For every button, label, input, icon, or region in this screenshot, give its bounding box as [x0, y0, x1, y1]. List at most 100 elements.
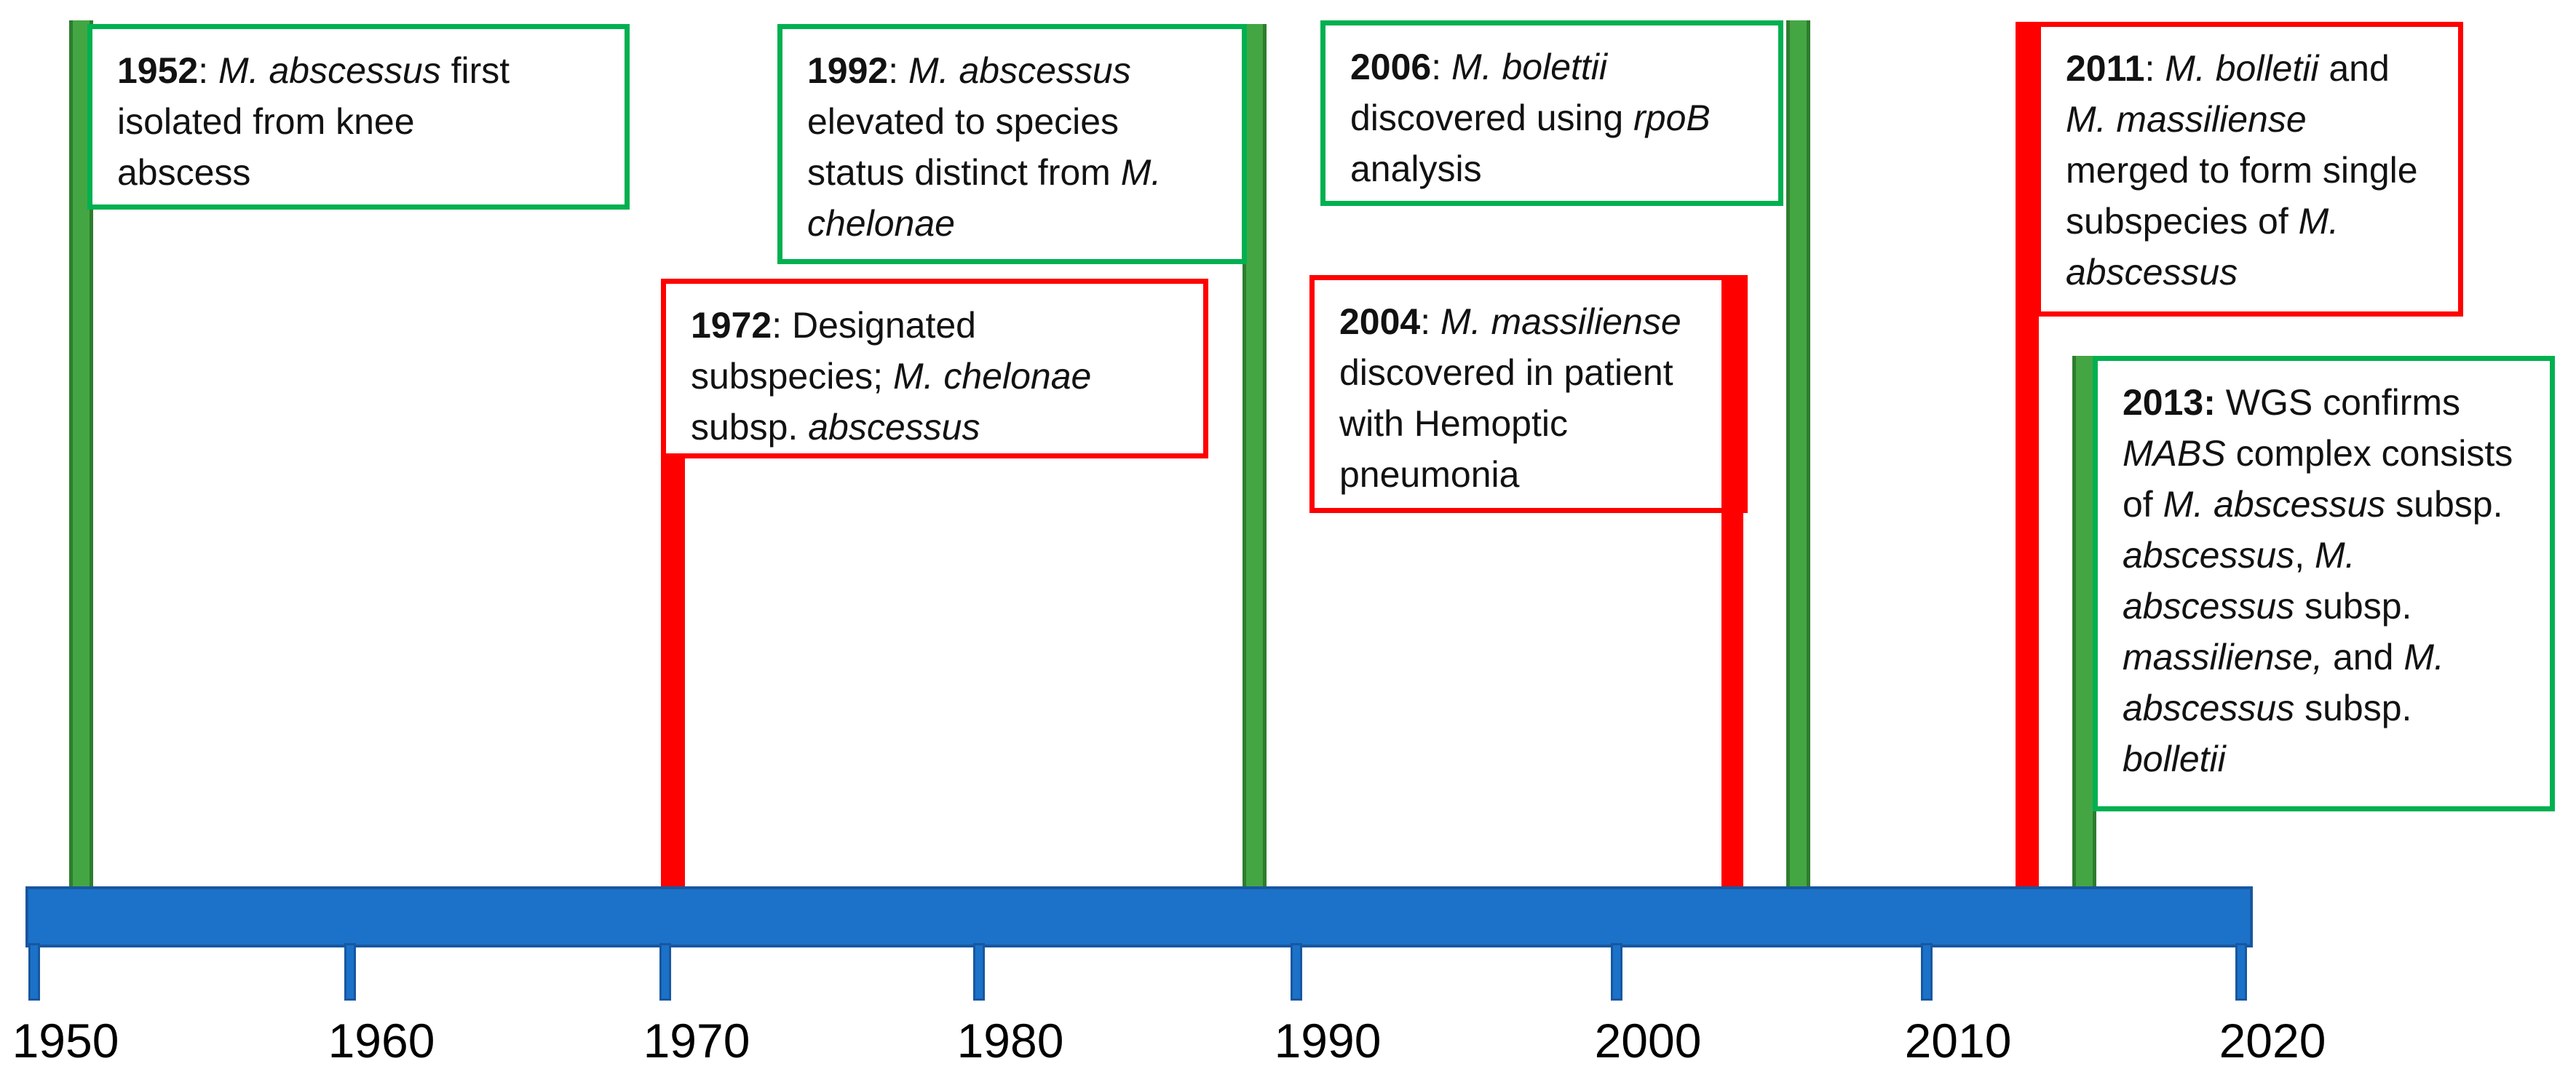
event-text-segment: pneumonia: [1339, 454, 1520, 495]
event-text-line: discovered in patient: [1339, 347, 1718, 398]
event-text-segment: chelonae: [807, 203, 955, 244]
event-text-segment: M. abscessus: [2163, 484, 2386, 525]
tick-2010: [1921, 943, 1933, 1001]
event-text-segment: isolated from knee: [117, 101, 415, 142]
event-text-line: abscessus subsp.: [2123, 581, 2525, 632]
event-text-segment: elevated to species: [807, 101, 1119, 142]
event-bar-2004: [1721, 275, 1743, 886]
event-text-line: 2013: WGS confirms: [2123, 377, 2525, 428]
event-text-line: 2004: M. massiliense: [1339, 296, 1718, 347]
event-text-segment: subspecies;: [691, 356, 893, 397]
event-text-segment: M.: [1120, 152, 1162, 193]
tick-2000: [1611, 943, 1622, 1001]
event-text-segment: abscessus: [2066, 252, 2238, 293]
event-text-segment: M.: [2403, 637, 2444, 677]
event-text-segment: :: [1431, 47, 1452, 87]
event-text-segment: 2013:: [2123, 382, 2216, 423]
event-text-segment: 2004: [1339, 301, 1421, 342]
event-text-segment: M.: [2298, 201, 2339, 242]
event-text-line: with Hemoptic: [1339, 398, 1718, 449]
event-text-segment: abscessus: [2123, 535, 2295, 576]
event-text-line: merged to form single: [2066, 145, 2433, 196]
tick-label-1960: 1960: [328, 1014, 435, 1068]
event-text-segment: M.: [2315, 535, 2355, 576]
event-text-segment: status distinct from: [807, 152, 1121, 193]
event-text-segment: discovered in patient: [1339, 352, 1673, 393]
tick-label-2020: 2020: [2219, 1014, 2326, 1068]
event-text-segment: M. bolettii: [1451, 47, 1607, 87]
event-text-line: 1992: M. abscessus: [807, 45, 1217, 96]
tick-1980: [973, 943, 985, 1001]
event-text-line: subspecies; M. chelonae: [691, 351, 1178, 402]
event-text-line: massiliense, and M.: [2123, 632, 2525, 683]
event-bar-2011: [2016, 22, 2039, 886]
event-text-segment: subsp.: [2294, 586, 2412, 627]
event-text-segment: bolletii: [2123, 739, 2226, 779]
event-box-2011: 2011: M. bolletii and M. massiliense merge…: [2036, 22, 2463, 317]
event-text-segment: 1992: [807, 50, 889, 91]
event-bar-2006: [1786, 20, 1810, 886]
event-text-line: status distinct from M.: [807, 147, 1217, 198]
event-box-1972: 1972: Designated subspecies; M. chelonae s…: [661, 279, 1208, 458]
tick-label-1990: 1990: [1274, 1014, 1382, 1068]
event-text-segment: ,: [2294, 535, 2315, 576]
event-box-2013: 2013: WGS confirms MABS complex consists o…: [2093, 356, 2555, 811]
event-text-segment: abscessus: [2123, 688, 2295, 728]
event-text-segment: :: [1420, 301, 1441, 342]
event-text-line: pneumonia: [1339, 449, 1718, 500]
event-text-line: bolletii: [2123, 734, 2525, 784]
event-text-segment: subsp.: [2294, 688, 2412, 728]
tick-1950: [28, 943, 40, 1001]
event-text-segment: M. abscessus: [218, 50, 441, 91]
event-text-segment: first: [440, 50, 510, 91]
event-text-segment: 2011: [2066, 48, 2145, 89]
event-text-line: abscessus, M.: [2123, 530, 2525, 581]
event-text-segment: massiliense,: [2123, 637, 2323, 677]
event-text-segment: and: [2323, 637, 2404, 677]
event-text-segment: with Hemoptic: [1339, 403, 1568, 444]
event-text-segment: 1972: [691, 305, 772, 346]
event-text-segment: M. massiliense: [2066, 99, 2307, 140]
event-text-segment: and: [2318, 48, 2390, 89]
event-text-line: 1972: Designated: [691, 300, 1178, 351]
event-text-line: 2011: M. bolletii and: [2066, 43, 2433, 94]
event-text-line: elevated to species: [807, 96, 1217, 147]
event-text-segment: MABS: [2123, 433, 2226, 474]
event-text-segment: 2006: [1350, 47, 1432, 87]
event-box-2006: 2006: M. bolettii discovered using rpoB an…: [1320, 20, 1783, 206]
event-text-segment: abscess: [117, 152, 251, 193]
event-text-segment: analysis: [1350, 148, 1482, 189]
event-text-segment: abscessus: [808, 407, 980, 448]
tick-label-2000: 2000: [1594, 1014, 1702, 1068]
tick-label-1980: 1980: [956, 1014, 1064, 1068]
event-text-segment: merged to form single: [2066, 150, 2418, 191]
tick-label-1950: 1950: [12, 1014, 119, 1068]
tick-1960: [344, 943, 356, 1001]
event-text-line: subsp. abscessus: [691, 402, 1178, 453]
tick-label-2010: 2010: [1904, 1014, 2012, 1068]
tick-label-1970: 1970: [643, 1014, 750, 1068]
event-text-line: of M. abscessus subsp.: [2123, 479, 2525, 530]
event-text-segment: WGS confirms: [2215, 382, 2461, 423]
event-text-segment: M. bolletii: [2165, 48, 2319, 89]
event-text-line: discovered using rpoB: [1350, 92, 1753, 143]
event-text-line: 2006: M. bolettii: [1350, 41, 1753, 92]
event-text-segment: subsp.: [691, 407, 809, 448]
event-text-segment: :: [888, 50, 909, 91]
event-text-segment: subspecies of: [2066, 201, 2299, 242]
event-text-segment: M. massiliense: [1440, 301, 1681, 342]
event-text-segment: rpoB: [1633, 98, 1711, 138]
event-text-line: 1952: M. abscessus first: [117, 45, 600, 96]
event-box-2004: 2004: M. massiliense discovered in patien…: [1309, 275, 1748, 513]
event-text-line: MABS complex consists: [2123, 428, 2525, 479]
event-text-segment: M. chelonae: [892, 356, 1092, 397]
event-text-line: isolated from knee: [117, 96, 600, 147]
event-text-segment: discovered using: [1350, 98, 1634, 138]
event-text-line: abscessus: [2066, 247, 2433, 298]
event-text-segment: 1952: [117, 50, 199, 91]
tick-1990: [1291, 943, 1302, 1001]
event-box-1992: 1992: M. abscessus elevated to species sta…: [777, 24, 1247, 264]
tick-2020: [2235, 943, 2247, 1001]
event-text-segment: M. abscessus: [908, 50, 1131, 91]
